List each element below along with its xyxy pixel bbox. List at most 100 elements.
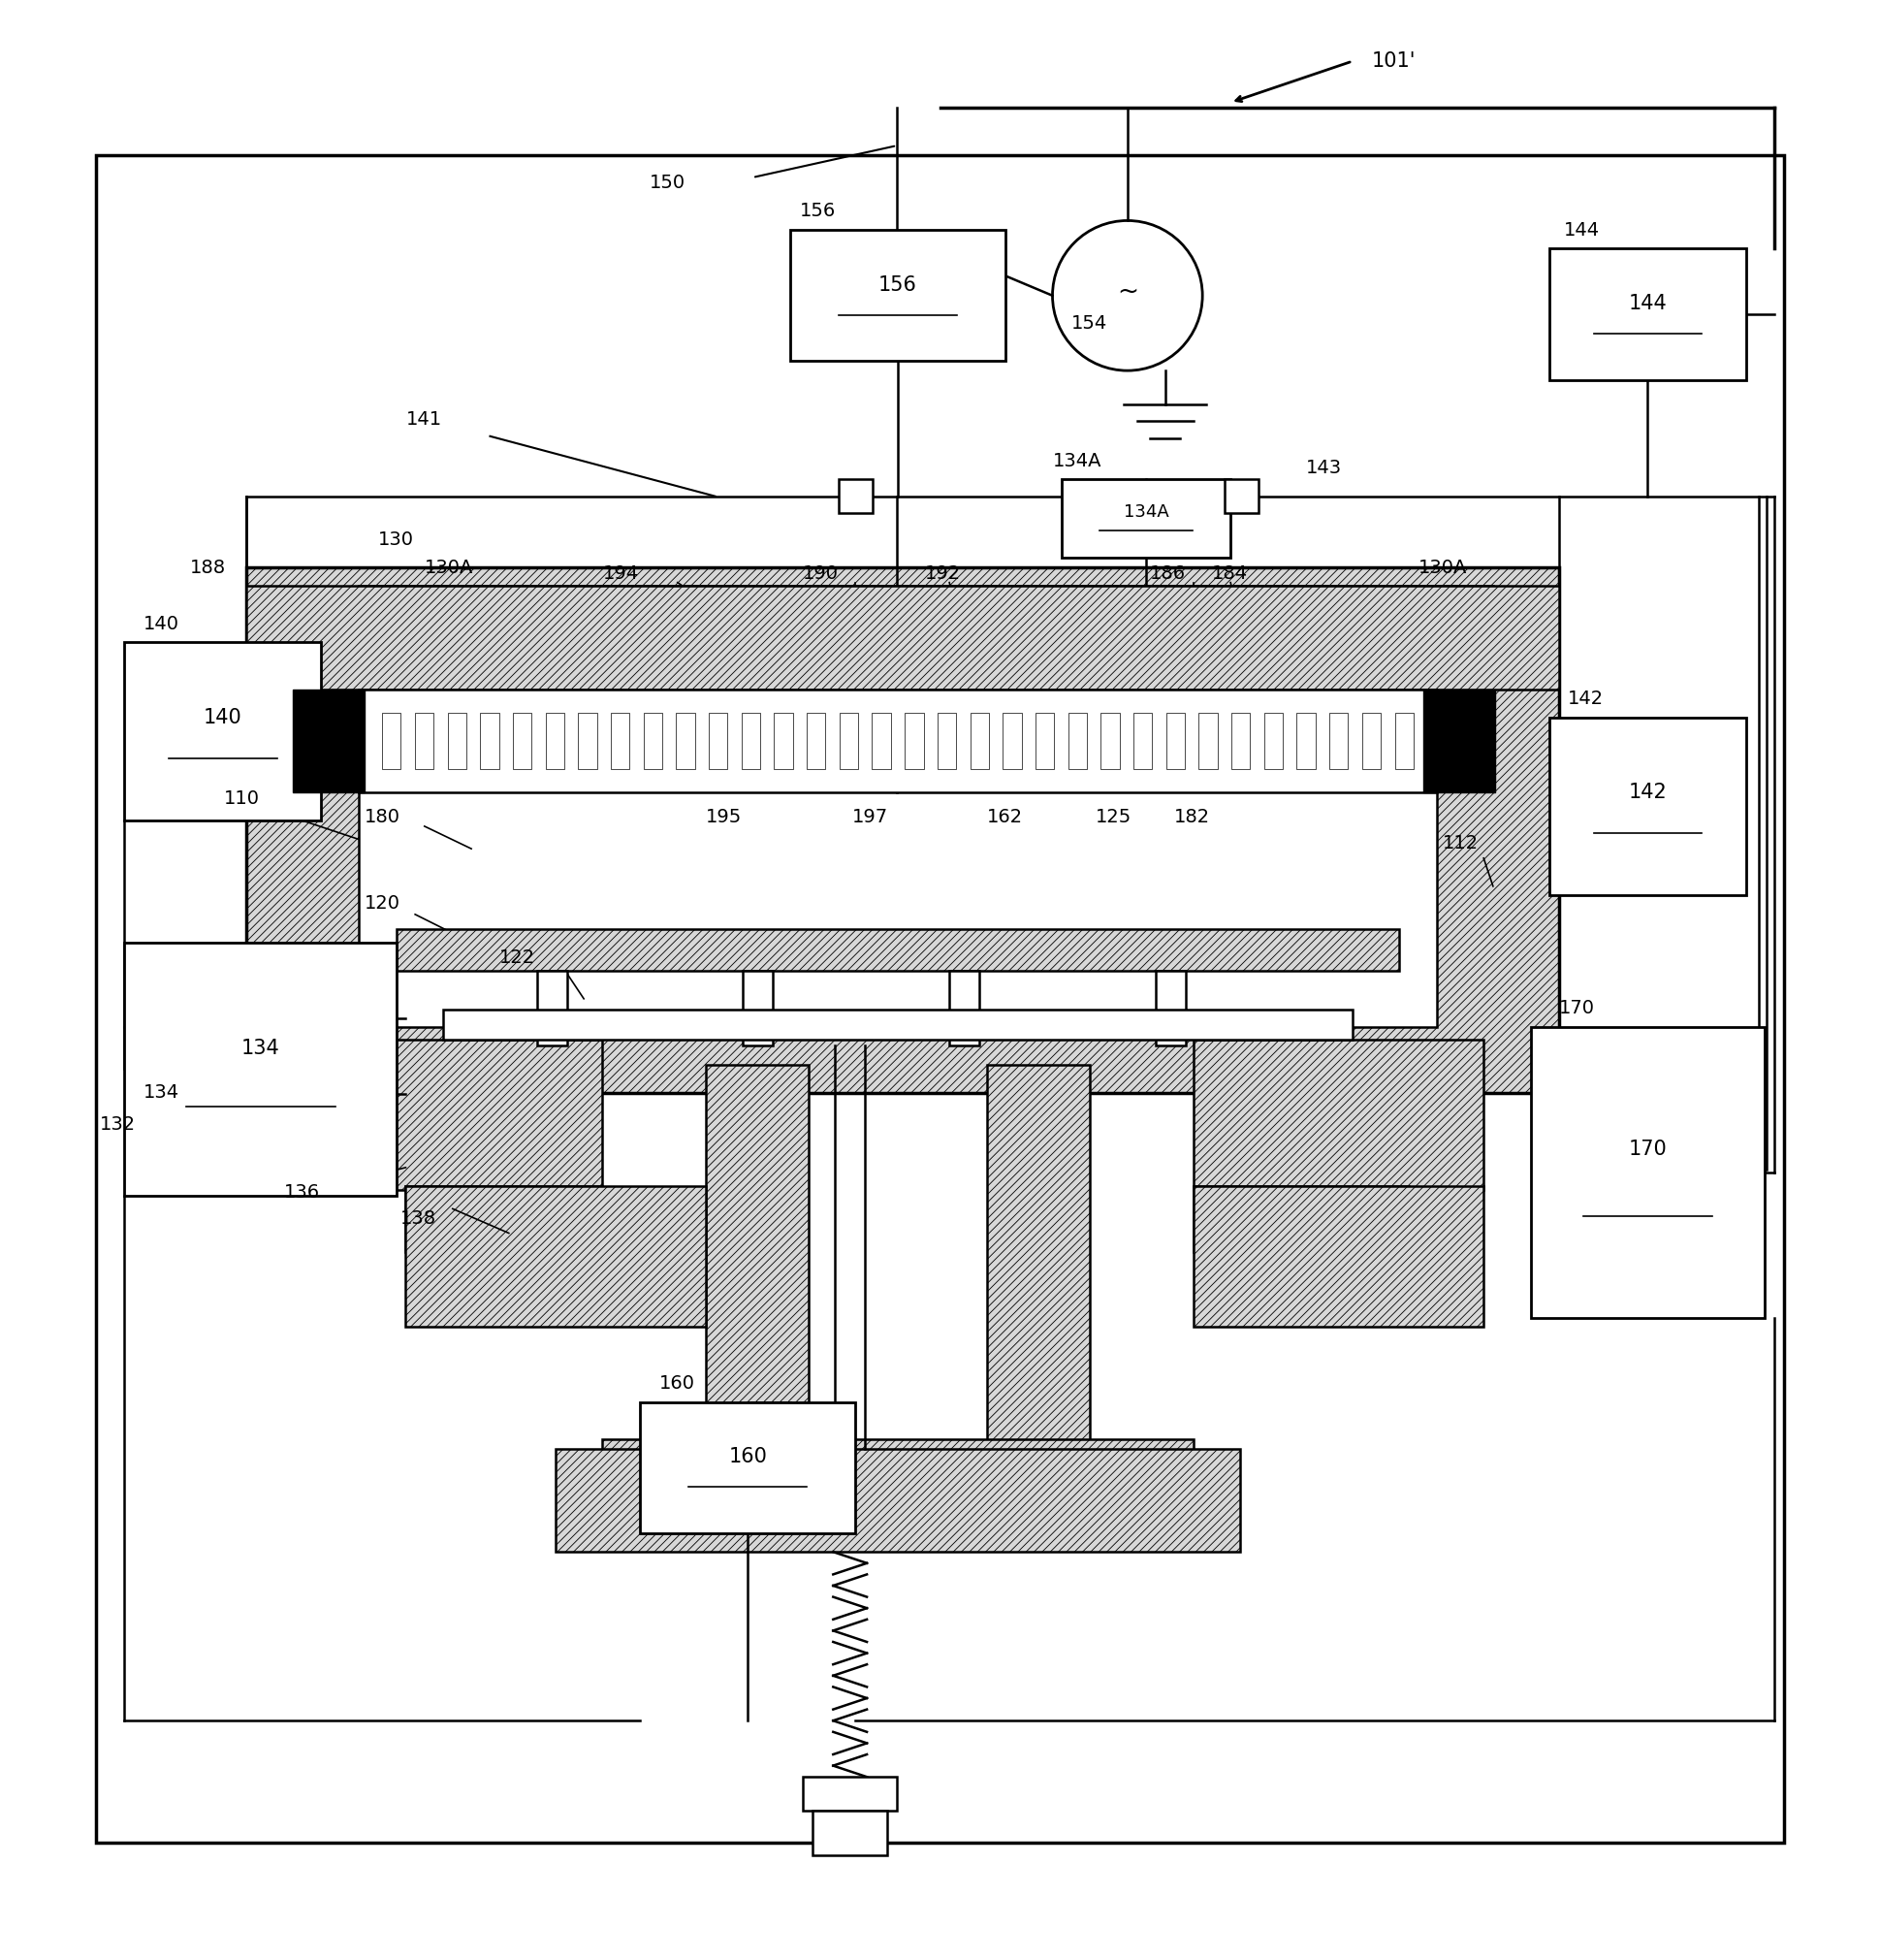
Bar (556, 1448, 1241, 1552)
Text: 130A: 130A (425, 559, 474, 576)
Bar (1194, 1186, 1483, 1327)
Bar (415, 713, 434, 768)
Text: 195: 195 (705, 808, 743, 827)
Text: 197: 197 (852, 808, 887, 827)
Bar (1226, 480, 1260, 514)
Text: 186: 186 (1151, 564, 1186, 582)
Bar (246, 568, 1559, 1092)
Bar (579, 713, 596, 768)
Bar (359, 690, 1436, 792)
Bar (775, 713, 793, 768)
Text: 138: 138 (400, 1209, 436, 1227)
Bar (1363, 713, 1380, 768)
Text: 120: 120 (365, 894, 400, 913)
Bar (949, 970, 979, 1045)
Bar (807, 713, 825, 768)
Bar (743, 970, 773, 1045)
Bar (1036, 713, 1055, 768)
Text: 101': 101' (1371, 51, 1416, 71)
Bar (246, 586, 1559, 690)
Bar (447, 713, 466, 768)
Text: 192: 192 (925, 564, 961, 582)
Bar (970, 713, 989, 768)
Bar (705, 1064, 808, 1523)
Text: 134A: 134A (1053, 451, 1102, 470)
Text: 182: 182 (1175, 808, 1211, 827)
Text: 112: 112 (1442, 835, 1478, 853)
Text: 144: 144 (1564, 221, 1600, 239)
Bar (1194, 1041, 1483, 1190)
Bar (538, 970, 568, 1045)
Bar (293, 690, 365, 792)
Text: 144: 144 (1628, 294, 1668, 314)
Bar (1102, 713, 1119, 768)
Bar (444, 1009, 1352, 1041)
Bar (709, 713, 728, 768)
Bar (1530, 1027, 1765, 1317)
Bar (479, 713, 498, 768)
Bar (124, 643, 321, 821)
Bar (790, 229, 1006, 361)
Text: 141: 141 (406, 410, 442, 429)
Bar (1423, 690, 1495, 792)
Bar (1329, 713, 1348, 768)
Text: 136: 136 (284, 1182, 320, 1201)
Bar (1194, 1186, 1408, 1252)
Bar (1395, 713, 1414, 768)
Bar (603, 1439, 1194, 1523)
Text: 130A: 130A (1418, 559, 1466, 576)
Text: 130: 130 (378, 531, 414, 549)
Bar (545, 713, 564, 768)
Text: 156: 156 (799, 202, 835, 221)
Text: 180: 180 (365, 808, 400, 827)
Bar (382, 713, 400, 768)
Bar (677, 713, 696, 768)
Text: 110: 110 (224, 790, 259, 808)
Bar (406, 1186, 705, 1327)
Bar (838, 480, 872, 514)
Text: 184: 184 (1213, 564, 1248, 582)
Bar (1068, 713, 1087, 768)
Bar (1002, 713, 1021, 768)
Bar (1134, 713, 1152, 768)
Text: 162: 162 (987, 808, 1023, 827)
Bar (1062, 480, 1231, 559)
Bar (1549, 249, 1747, 380)
Bar (1199, 713, 1218, 768)
Bar (1166, 713, 1184, 768)
Text: ~: ~ (1117, 278, 1137, 304)
Bar (639, 1401, 855, 1533)
Bar (359, 1041, 603, 1190)
Text: 125: 125 (1096, 808, 1132, 827)
Bar (359, 623, 1436, 1027)
Text: 142: 142 (1628, 782, 1668, 802)
Text: 122: 122 (500, 949, 536, 966)
Bar (643, 713, 662, 768)
Text: 140: 140 (203, 708, 243, 727)
Text: 134: 134 (143, 1084, 179, 1102)
Bar (1297, 713, 1316, 768)
Text: 142: 142 (1568, 690, 1604, 708)
Bar (397, 929, 1399, 970)
Bar (1263, 713, 1282, 768)
Bar (872, 713, 891, 768)
Bar (1231, 713, 1250, 768)
Bar (840, 713, 857, 768)
Bar (904, 713, 923, 768)
Bar (1549, 717, 1747, 896)
Bar (611, 713, 630, 768)
Bar (812, 1811, 887, 1856)
Text: 190: 190 (803, 564, 838, 582)
Text: 140: 140 (143, 615, 179, 633)
Text: 170: 170 (1628, 1139, 1668, 1158)
Text: 170: 170 (1559, 1000, 1594, 1017)
Bar (1156, 970, 1186, 1045)
Text: 160: 160 (658, 1374, 696, 1392)
Text: 160: 160 (729, 1446, 767, 1466)
Bar (803, 1778, 897, 1811)
Text: 154: 154 (1072, 316, 1107, 333)
Text: 150: 150 (649, 174, 686, 192)
Text: 156: 156 (878, 276, 917, 294)
Text: 188: 188 (190, 559, 226, 576)
Text: 132: 132 (100, 1115, 135, 1133)
